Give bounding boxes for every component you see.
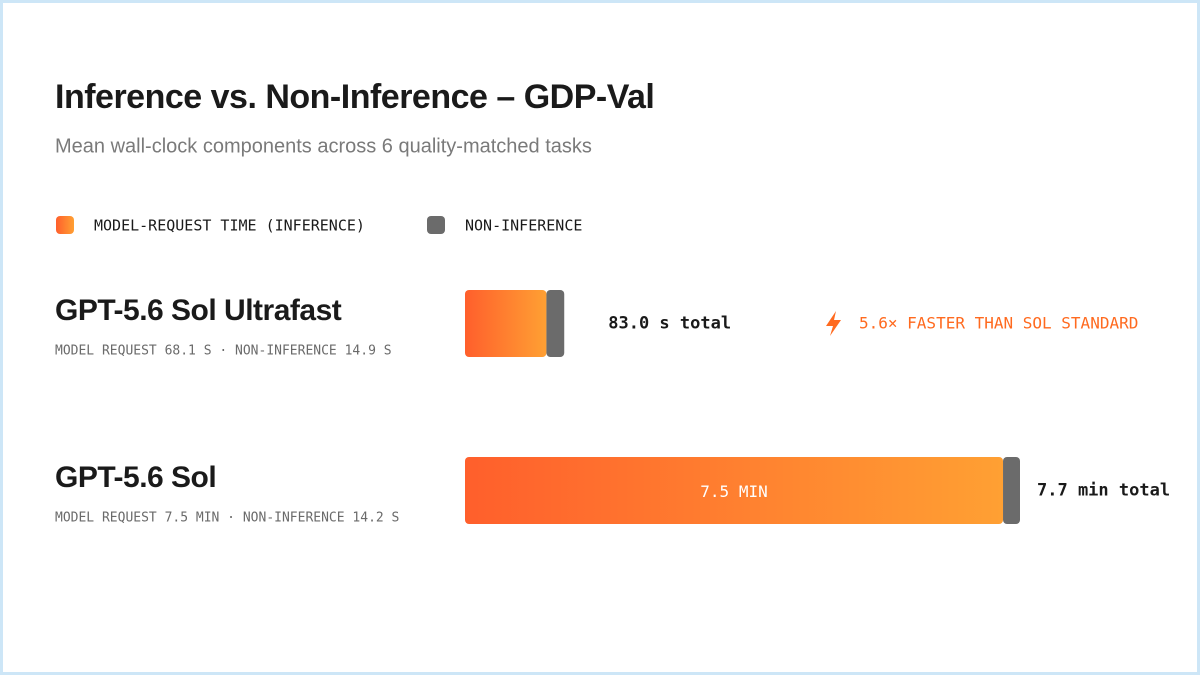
legend-swatch [427,216,445,234]
bar-segment [1003,457,1020,524]
category-note: MODEL REQUEST 7.5 MIN · NON-INFERENCE 14… [55,511,399,526]
category-label: GPT-5.6 Sol [55,461,216,494]
total-label: 7.7 min total [1037,481,1170,501]
legend-label: NON-INFERENCE [465,217,582,235]
chart-subtitle: Mean wall-clock components across 6 qual… [55,135,592,157]
total-label: 83.0 s total [608,314,731,334]
category-label: GPT-5.6 Sol Ultrafast [55,294,342,327]
bar-segment [546,290,565,357]
bar-segment [465,290,547,357]
legend-label: MODEL-REQUEST TIME (INFERENCE) [94,217,365,235]
bolt-icon [826,311,841,336]
bar-segment [465,457,1004,524]
annotation: 5.6× FASTER THAN SOL STANDARD [859,314,1138,333]
legend-swatch [56,216,74,234]
category-note: MODEL REQUEST 68.1 S · NON-INFERENCE 14.… [55,344,392,359]
bar-value-label: 7.5 MIN [700,482,767,501]
chart-title: Inference vs. Non-Inference – GDP-Val [55,78,654,116]
